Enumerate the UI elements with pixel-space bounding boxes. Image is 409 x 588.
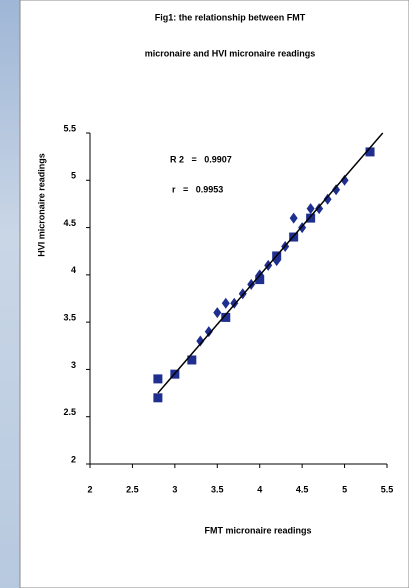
x-tick-label: 5 — [342, 484, 347, 494]
y-tick-label: 2 — [71, 454, 76, 464]
y-tick-label: 3.5 — [63, 313, 76, 323]
point — [306, 213, 316, 223]
chart-title: Fig1: the relationship between FMT — [155, 12, 306, 22]
point — [221, 297, 230, 309]
x-tick-label: 2.5 — [126, 484, 139, 494]
y-tick-label: 5 — [71, 171, 76, 181]
x-tick-label: 5.5 — [381, 484, 394, 494]
annotation: R 2 = 0.9907 — [170, 154, 232, 164]
y-tick-label: 4.5 — [63, 218, 76, 228]
y-tick-label: 4 — [71, 265, 76, 275]
point — [153, 374, 163, 384]
panel — [19, 0, 409, 588]
trendline — [157, 132, 384, 394]
point — [289, 212, 298, 224]
x-axis-label: FMT micronaire readings — [204, 525, 311, 535]
y-tick-label: 3 — [71, 360, 76, 370]
annotation: r = 0.9953 — [172, 184, 223, 194]
y-tick-label: 5.5 — [63, 123, 76, 133]
point — [196, 335, 205, 347]
x-tick-label: 3.5 — [211, 484, 224, 494]
y-axis-label: HVI micronaire readings — [36, 153, 46, 257]
point — [365, 147, 375, 157]
point — [187, 355, 197, 365]
point — [272, 255, 281, 267]
point — [153, 393, 163, 403]
point — [315, 203, 324, 215]
point — [306, 203, 315, 215]
point — [213, 307, 222, 319]
x-tick-label: 4 — [257, 484, 262, 494]
point — [332, 184, 341, 196]
point — [340, 174, 349, 186]
x-tick-label: 2 — [87, 484, 92, 494]
x-tick-label: 4.5 — [296, 484, 309, 494]
point — [255, 275, 265, 285]
point — [204, 326, 213, 338]
point — [323, 193, 332, 205]
y-tick-label: 2.5 — [63, 407, 76, 417]
chart-subtitle: micronaire and HVI micronaire readings — [145, 48, 316, 58]
point — [221, 312, 231, 322]
x-tick-label: 3 — [172, 484, 177, 494]
